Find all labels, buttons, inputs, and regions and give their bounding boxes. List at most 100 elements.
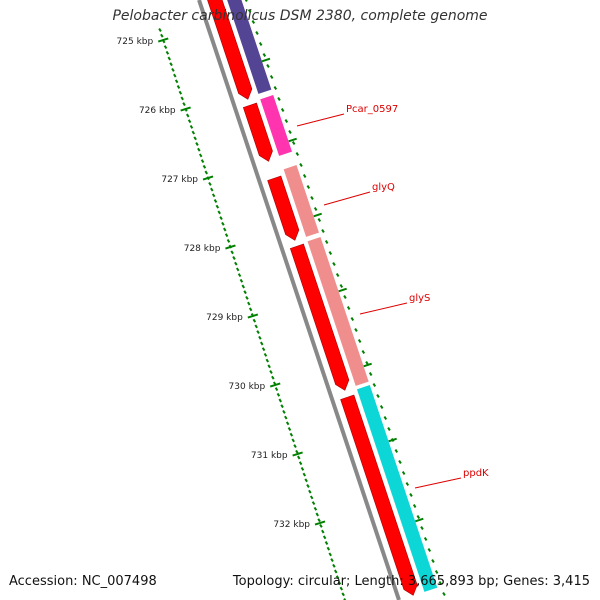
- outer-ruler-dot: [284, 119, 289, 123]
- ruler-tick-label: 725 kbp: [117, 37, 154, 47]
- outer-ruler-dot: [306, 185, 311, 189]
- outer-ruler-dot: [431, 559, 435, 563]
- outer-ruler-dot: [251, 20, 256, 24]
- ruler-minor-dot: [224, 233, 229, 238]
- outer-ruler-dot: [255, 31, 259, 35]
- ruler-minor-dot: [211, 193, 216, 198]
- ruler-minor-dot: [271, 375, 275, 380]
- gene-feature-salmon: [283, 165, 319, 237]
- outer-ruler-dot: [310, 196, 314, 200]
- outer-ruler-dot: [357, 339, 362, 343]
- ruler-minor-dot: [289, 432, 294, 437]
- ruler-minor-dot: [335, 575, 340, 580]
- ruler-major-tick: [269, 382, 281, 388]
- ruler-layer: 725 kbp 726 kbp 727 kbp 728 kbp 729 kbp 730 k…: [117, 0, 446, 600]
- outer-ruler-tick: [338, 287, 347, 293]
- outer-ruler-dot: [288, 130, 292, 134]
- outer-ruler-dot: [262, 53, 267, 57]
- ruler-minor-dot: [343, 598, 347, 600]
- ruler-minor-dot: [337, 580, 342, 585]
- outer-ruler-dot: [405, 482, 410, 486]
- ruler-minor-dot: [304, 478, 308, 483]
- outer-ruler-tick: [415, 517, 424, 523]
- gene-label-leader: [323, 191, 371, 206]
- ruler-minor-dot: [189, 124, 194, 129]
- ruler-minor-dot: [267, 364, 271, 369]
- ruler-minor-dot: [180, 96, 184, 101]
- gene-label: ppdK: [463, 468, 489, 479]
- ruler-minor-dot: [252, 318, 257, 323]
- ruler-major-tick: [157, 37, 169, 43]
- ruler-minor-dot: [282, 409, 286, 414]
- ruler-minor-dot: [265, 358, 270, 363]
- ruler-minor-dot: [254, 324, 258, 329]
- outer-ruler-dot: [416, 515, 421, 519]
- outer-ruler-dot: [332, 262, 336, 266]
- ruler-minor-dot: [198, 153, 203, 158]
- outer-ruler-dot: [302, 174, 307, 178]
- ruler-tick-label: 728 kbp: [184, 244, 221, 254]
- outer-ruler-dot: [409, 493, 413, 497]
- ruler-minor-dot: [334, 569, 338, 574]
- ruler-minor-dot: [219, 216, 223, 221]
- ruler-minor-dot: [239, 278, 244, 283]
- ruler-minor-dot: [163, 45, 168, 50]
- ruler-major-tick: [202, 175, 214, 181]
- ruler-minor-dot: [295, 449, 299, 454]
- outer-ruler-dot: [412, 504, 417, 508]
- cds-arrow: [207, 0, 253, 100]
- genome-backbone: [197, 0, 401, 600]
- ruler-minor-dot: [235, 267, 240, 272]
- outer-ruler-tick: [388, 437, 397, 443]
- ruler-minor-dot: [186, 113, 190, 118]
- ruler-minor-dot: [158, 28, 162, 32]
- ruler-minor-dot: [274, 387, 279, 392]
- outer-ruler-dot: [361, 350, 366, 354]
- ruler-minor-dot: [297, 455, 301, 460]
- ruler-tick-label: 729 kbp: [206, 313, 243, 323]
- ruler-minor-dot: [160, 33, 164, 38]
- gene-label-layer: Pcar_0597 glyQ glyS ppdK: [296, 104, 489, 489]
- gene-feature-magenta: [260, 95, 292, 156]
- gene-label: Pcar_0597: [346, 104, 398, 115]
- ruler-minor-dot: [319, 523, 323, 528]
- ruler-major-tick: [180, 106, 191, 112]
- outer-ruler-dot: [398, 460, 402, 464]
- ruler-major-tick: [314, 520, 326, 526]
- ruler-tick-label: 731 kbp: [251, 451, 288, 461]
- ruler-minor-dot: [332, 563, 336, 568]
- ruler-minor-dot: [195, 142, 199, 146]
- outer-ruler-dot: [387, 427, 391, 431]
- ruler-minor-dot: [191, 130, 196, 135]
- ruler-minor-dot: [330, 558, 334, 563]
- ruler-major-tick: [225, 244, 236, 250]
- ruler-minor-dot: [256, 330, 260, 335]
- ruler-minor-dot: [261, 347, 266, 352]
- ruler-minor-dot: [278, 398, 282, 403]
- ruler-minor-dot: [182, 102, 186, 107]
- outer-ruler-dot: [423, 537, 428, 541]
- ruler-tick-label: 727 kbp: [161, 175, 198, 185]
- ruler-minor-dot: [197, 147, 201, 152]
- backbone-layer: [197, 0, 401, 600]
- ruler-minor-dot: [308, 489, 312, 494]
- ruler-minor-dot: [232, 256, 236, 260]
- outer-ruler-dot: [368, 372, 373, 376]
- outer-ruler-dot: [317, 218, 322, 222]
- outer-ruler-dot: [269, 75, 274, 79]
- outer-ruler-dot: [295, 152, 300, 156]
- outer-ruler-tick: [261, 57, 271, 63]
- ruler-minor-dot: [176, 85, 181, 89]
- ruler-minor-dot: [167, 56, 171, 61]
- outer-ruler-tick: [313, 212, 322, 218]
- genome-title: Pelobacter carbinolicus DSM 2380, comple…: [112, 8, 488, 24]
- outer-ruler-dot: [354, 328, 358, 332]
- ruler-minor-dot: [223, 227, 227, 232]
- ruler-minor-dot: [187, 119, 192, 124]
- ruler-tick-label: 732 kbp: [273, 520, 310, 530]
- ruler-minor-dot: [315, 512, 319, 517]
- ruler-minor-dot: [213, 199, 218, 203]
- ruler-minor-dot: [234, 261, 238, 266]
